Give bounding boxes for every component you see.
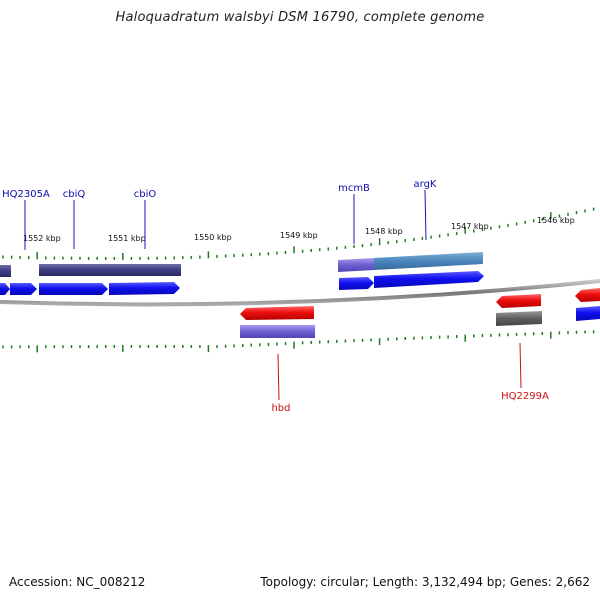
kbp-label: 1552 kbp	[23, 234, 61, 243]
gene-label-hbd: hbd	[271, 403, 290, 414]
kbp-label: 1551 kbp	[108, 234, 146, 243]
gene-feature	[240, 325, 315, 338]
genome-summary-text: Topology: circular; Length: 3,132,494 bp…	[260, 575, 590, 589]
kbp-label: 1548 kbp	[365, 227, 403, 236]
reverse-label-leaders	[277, 342, 522, 401]
genome-backbone	[0, 279, 600, 307]
gene-feature	[374, 252, 483, 270]
forward-label-leaders	[24, 189, 427, 250]
kbp-label: 1547 kbp	[451, 222, 489, 231]
kbp-labels: 1552 kbp 1551 kbp 1550 kbp 1549 kbp 1548…	[23, 216, 575, 243]
gene-label-mcmb: mcmB	[338, 183, 370, 194]
forward-gene-feature-row	[0, 252, 483, 277]
kbp-label: 1546 kbp	[537, 216, 575, 225]
cds-arrow	[496, 294, 541, 308]
gene-label-hq2299a: HQ2299A	[501, 391, 549, 402]
gene-feature	[338, 258, 374, 272]
cds-arrow	[374, 271, 484, 288]
gene-feature	[0, 265, 11, 277]
forward-tick-row	[2, 207, 595, 260]
cds-arrow	[576, 306, 600, 321]
gene-feature	[39, 264, 181, 276]
map-title: Haloquadratum walsbyi DSM 16790, complet…	[115, 10, 485, 25]
gene-label-hq2305a: HQ2305A	[2, 189, 50, 200]
gene-label-cbiq: cbiQ	[63, 189, 86, 200]
forward-cds-row	[0, 271, 600, 321]
reverse-tick-row	[2, 330, 595, 353]
cds-arrow	[10, 283, 37, 295]
reverse-gene-labels: hbd HQ2299A	[271, 391, 549, 414]
kbp-label: 1550 kbp	[194, 233, 232, 242]
kbp-label: 1549 kbp	[280, 231, 318, 240]
cds-arrow	[339, 277, 374, 290]
gene-label-cbio: cbiO	[134, 189, 157, 200]
cds-arrow	[0, 283, 10, 295]
cds-arrow	[39, 283, 108, 295]
gene-label-argk: argK	[414, 179, 437, 190]
cds-arrow	[240, 306, 314, 320]
gene-feature	[496, 311, 542, 326]
accession-text: Accession: NC_008212	[9, 575, 146, 589]
forward-gene-labels: HQ2305A cbiQ cbiO mcmB argK	[2, 179, 437, 200]
reverse-gene-feature-row	[240, 311, 542, 338]
reverse-cds-row	[240, 288, 600, 320]
cds-arrow	[109, 282, 180, 295]
cds-arrow	[575, 288, 600, 302]
